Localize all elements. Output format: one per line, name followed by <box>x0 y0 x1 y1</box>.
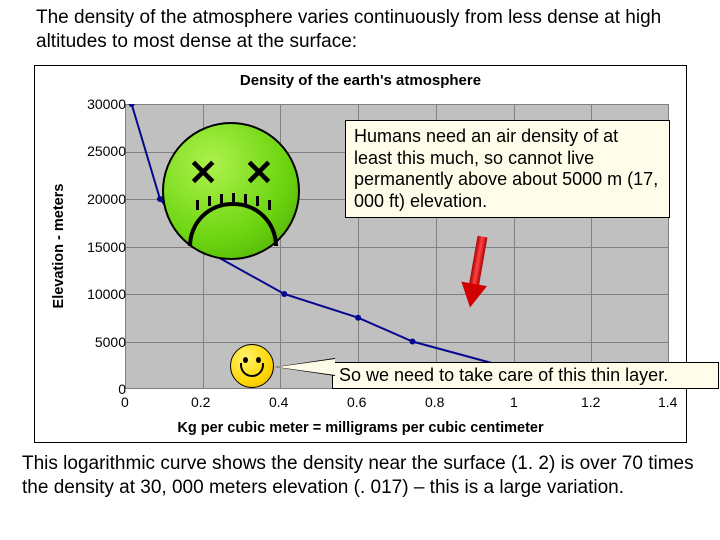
xtick: 0 <box>121 394 129 410</box>
ytick: 25000 <box>76 143 126 159</box>
ytick: 30000 <box>76 96 126 112</box>
ytick: 15000 <box>76 239 126 255</box>
ytick: 20000 <box>76 191 126 207</box>
xtick: 1.4 <box>658 394 677 410</box>
y-axis-label: Elevation - meters <box>51 146 67 346</box>
xtick: 1.2 <box>581 394 600 410</box>
xtick: 0.8 <box>425 394 444 410</box>
xtick: 0.6 <box>347 394 366 410</box>
ytick: 0 <box>76 381 126 397</box>
callout-tail <box>277 359 335 375</box>
xtick: 0.2 <box>191 394 210 410</box>
callout-thin-layer: So we need to take care of this thin lay… <box>332 362 719 389</box>
chart-frame: Density of the earth's atmosphere Elevat… <box>34 65 687 443</box>
outro-paragraph: This logarithmic curve shows the density… <box>22 452 702 500</box>
ytick: 5000 <box>76 334 126 350</box>
chart-title: Density of the earth's atmosphere <box>35 66 686 89</box>
xtick: 0.4 <box>269 394 288 410</box>
smile-face-icon <box>230 344 274 388</box>
callout-humans-need: Humans need an air density of at least t… <box>345 120 670 218</box>
xtick: 1 <box>510 394 518 410</box>
intro-paragraph: The density of the atmosphere varies con… <box>0 0 720 58</box>
ytick: 10000 <box>76 286 126 302</box>
dead-face-icon: ✕✕ <box>162 122 300 260</box>
x-axis-label: Kg per cubic meter = milligrams per cubi… <box>35 420 686 436</box>
